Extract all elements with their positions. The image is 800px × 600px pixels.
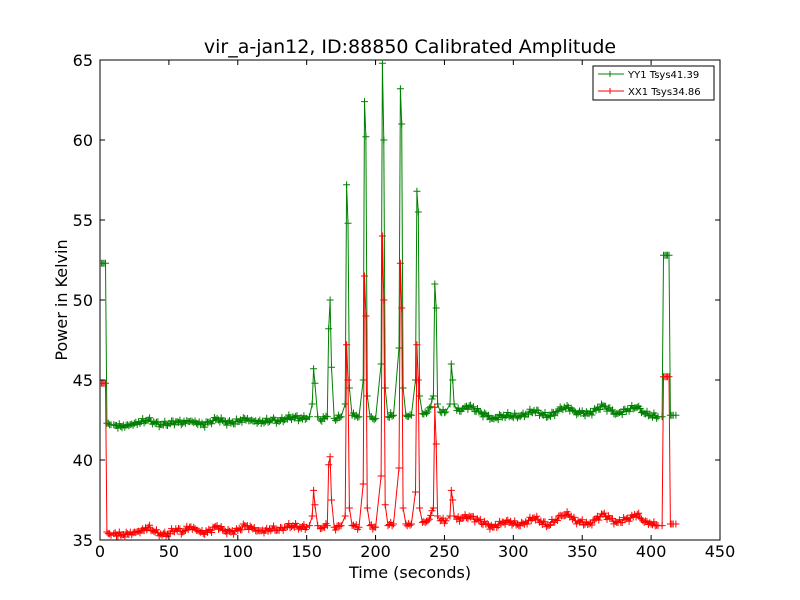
y-axis-label: Power in Kelvin (52, 239, 71, 360)
x-axis: 0 50 100 150 200 250 300 350 400 450 (95, 60, 735, 561)
legend-label-yy1: YY1 Tsys41.39 (627, 70, 699, 81)
series-markers (100, 232, 680, 541)
legend: YY1 Tsys41.39 XX1 Tsys34.86 (592, 65, 715, 101)
legend-entry-xx1: XX1 Tsys34.86 (598, 87, 701, 98)
series-xx1 (100, 232, 680, 541)
x-tick-label: 300 (498, 542, 529, 561)
plot-area (99, 59, 721, 541)
series-layer (100, 59, 680, 541)
y-tick-label: 45 (73, 371, 93, 390)
x-tick-label: 200 (360, 542, 391, 561)
x-tick-label: 450 (705, 542, 736, 561)
series-markers (100, 59, 680, 432)
legend-marker-xx1 (607, 88, 613, 94)
x-tick-label: 150 (291, 542, 322, 561)
x-tick-label: 100 (223, 542, 254, 561)
legend-marker-yy1 (607, 71, 613, 77)
x-axis-label: Time (seconds) (348, 563, 471, 582)
legend-entry-yy1: YY1 Tsys41.39 (598, 70, 699, 81)
legend-label-xx1: XX1 Tsys34.86 (628, 87, 701, 98)
x-tick-label: 250 (429, 542, 460, 561)
x-tick-label: 50 (159, 542, 179, 561)
y-tick-label: 50 (73, 291, 93, 310)
series-yy1 (100, 59, 680, 432)
legend-box (592, 65, 715, 101)
y-tick-label: 35 (73, 531, 93, 550)
y-tick-label: 40 (73, 451, 93, 470)
y-tick-label: 65 (73, 51, 93, 70)
x-tick-label: 350 (567, 542, 598, 561)
y-axis: 35 40 45 50 55 60 65 (73, 51, 720, 550)
y-tick-label: 60 (73, 131, 93, 150)
x-tick-label: 0 (95, 542, 105, 561)
chart-title: vir_a-jan12, ID:88850 Calibrated Amplitu… (204, 36, 616, 58)
y-tick-label: 55 (73, 211, 93, 230)
x-tick-label: 400 (636, 542, 667, 561)
